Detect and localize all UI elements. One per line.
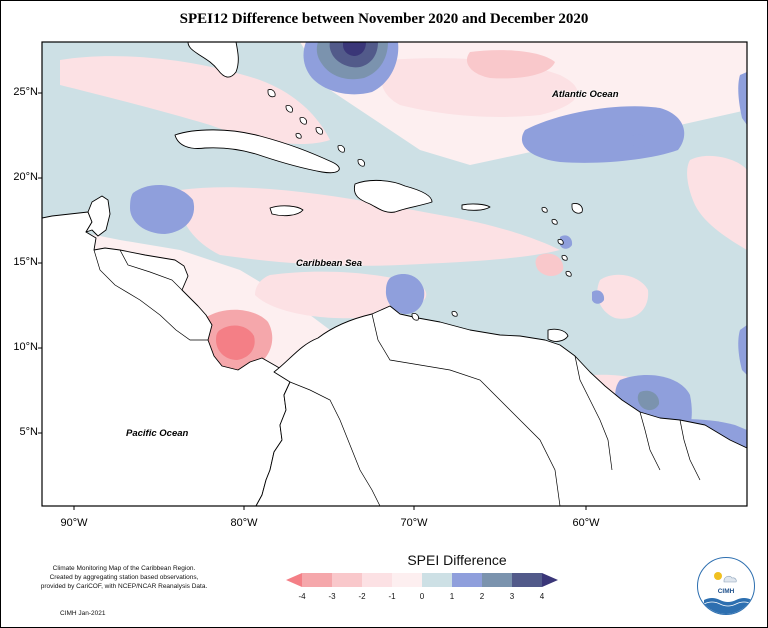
lat-label-20n: 20°N [13, 171, 38, 183]
legend-cell [422, 573, 452, 587]
lon-ticks [73, 506, 587, 510]
caribbean-sea-label: Caribbean Sea [296, 258, 362, 269]
credit-line-2: Created by aggregating station based obs… [49, 574, 199, 581]
legend-tick-label: 4 [539, 592, 545, 601]
pacific-ocean-label: Pacific Ocean [126, 428, 189, 439]
atlantic-ocean-label: Atlantic Ocean [552, 89, 619, 100]
legend-tick-label: 1 [449, 592, 455, 601]
lat-label-10n: 10°N [13, 341, 38, 353]
lon-label-90w: 90°W [60, 517, 88, 529]
cimh-logo: CIMH [697, 557, 755, 615]
lat-label-25n: 25°N [13, 86, 38, 98]
lon-label-80w: 80°W [230, 517, 258, 529]
lat-label-5n: 5°N [19, 426, 38, 438]
legend-cell [542, 573, 558, 587]
jamaica [269, 205, 304, 217]
color-legend-bar [286, 573, 558, 587]
spei-field-red-dry [216, 325, 255, 360]
small-islands [267, 89, 583, 321]
legend-tick-label: -2 [358, 592, 366, 601]
spei-field-light-pink [466, 50, 564, 276]
legend-tick-label: -1 [388, 592, 396, 601]
spei-field-darkest-blue [343, 42, 366, 56]
logo-sun-cloud-icon [703, 572, 753, 614]
south-america [255, 305, 747, 506]
legend-cell [452, 573, 482, 587]
credit-line-1: Climate Monitoring Map of the Caribbean … [52, 565, 196, 572]
legend-tick-label: 0 [419, 592, 425, 601]
legend-cell [362, 573, 392, 587]
legend-cell [302, 573, 332, 587]
florida [187, 42, 239, 78]
lon-label-70w: 70°W [400, 517, 428, 529]
legend-cell [332, 573, 362, 587]
lon-label-60w: 60°W [572, 517, 600, 529]
credit-line-3: provided by CariCOF, with NCEP/NCAR Rean… [40, 583, 208, 590]
credit-text: Climate Monitoring Map of the Caribbean … [34, 564, 214, 591]
lat-label-15n: 15°N [13, 256, 38, 268]
legend-title: SPEI Difference [407, 552, 507, 568]
legend-cell [512, 573, 542, 587]
country-borders [93, 249, 701, 506]
yucatan [85, 195, 111, 237]
legend-tick-label: 2 [479, 592, 485, 601]
spei-field-pink [60, 56, 747, 487]
map-title: SPEI12 Difference between November 2020 … [179, 11, 589, 27]
legend-tick-label: -4 [298, 592, 306, 601]
legend-tick-label: -3 [328, 592, 336, 601]
land-masses [42, 42, 747, 506]
puerto-rico [461, 203, 491, 211]
legend-cell [482, 573, 512, 587]
legend-tick-label: 3 [509, 592, 515, 601]
map-border [41, 41, 748, 507]
legend-cell [286, 573, 302, 587]
trinidad [547, 328, 569, 342]
hispaniola [353, 179, 433, 213]
cuba [174, 129, 340, 174]
lat-ticks [38, 92, 42, 434]
logo-text: CIMH [717, 588, 735, 595]
legend-cell [392, 573, 422, 587]
credit-date: CIMH Jan-2021 [60, 610, 106, 617]
